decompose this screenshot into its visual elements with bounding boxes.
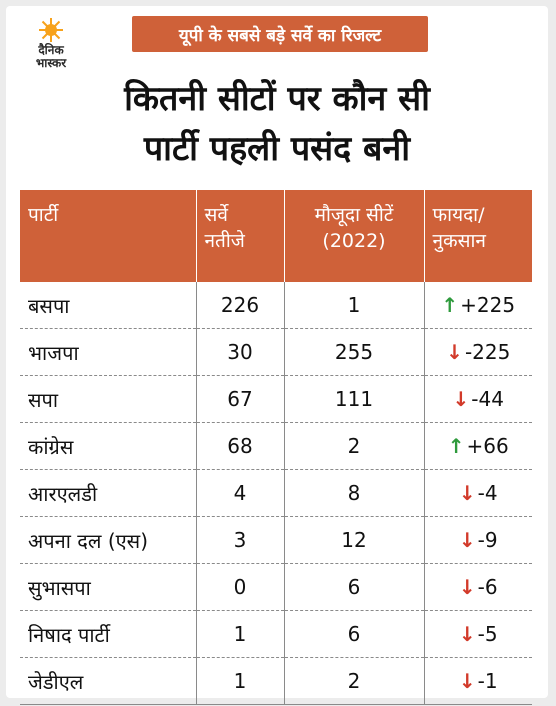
- dainik-bhaskar-logo: दैनिक भास्कर: [16, 18, 86, 80]
- table-row: आरएलडी 4 8 ↓ -4: [20, 469, 532, 517]
- change-value: +66: [466, 434, 509, 458]
- arrow-down-icon: ↓: [446, 340, 463, 364]
- survey-result: 3: [195, 516, 284, 564]
- seat-change: ↓ -4: [423, 469, 532, 517]
- table-header-row: पार्टी सर्वे नतीजे मौजूदा सीटें (2022) फ…: [20, 190, 532, 282]
- current-seats: 6: [283, 563, 424, 611]
- seat-change: ↓ -225: [423, 328, 532, 376]
- change-value: -4: [477, 481, 498, 505]
- change-value: -1: [477, 669, 498, 693]
- survey-result: 67: [195, 375, 284, 423]
- current-seats: 2: [283, 422, 424, 470]
- logo-line-2: भास्कर: [35, 56, 67, 70]
- current-seats: 1: [283, 282, 424, 329]
- sun-icon: [39, 18, 63, 42]
- table-row: अपना दल (एस) 3 12 ↓ -9: [20, 516, 532, 564]
- current-seats: 255: [283, 328, 424, 376]
- table-row: भाजपा 30 255 ↓ -225: [20, 328, 532, 376]
- seat-change: ↑ +225: [423, 282, 532, 329]
- header-survey: सर्वे नतीजे: [195, 190, 284, 282]
- seat-change: ↓ -6: [423, 563, 532, 611]
- arrow-down-icon: ↓: [458, 528, 476, 552]
- seat-change: ↓ -44: [423, 375, 532, 423]
- current-seats: 8: [283, 469, 424, 517]
- arrow-down-icon: ↓: [458, 622, 476, 646]
- current-seats: 111: [283, 375, 424, 423]
- seat-change: ↑ +66: [423, 422, 532, 470]
- headline-banner: यूपी के सबसे बड़े सर्वे का रिजल्ट: [132, 16, 428, 52]
- arrow-down-icon: ↓: [458, 669, 476, 693]
- arrow-down-icon: ↓: [458, 575, 476, 599]
- table-row: जेडीएल 1 2 ↓ -1: [20, 657, 532, 705]
- table-row: कांग्रेस 68 2 ↑ +66: [20, 422, 532, 470]
- party-name: जेडीएल: [20, 657, 196, 705]
- survey-result: 68: [195, 422, 284, 470]
- survey-result: 1: [195, 610, 284, 658]
- party-name: निषाद पार्टी: [20, 610, 196, 658]
- survey-result: 1: [195, 657, 284, 705]
- current-seats: 6: [283, 610, 424, 658]
- seat-change: ↓ -5: [423, 610, 532, 658]
- survey-result: 30: [195, 328, 284, 376]
- change-value: -225: [464, 340, 511, 364]
- change-value: -9: [477, 528, 498, 552]
- seat-change: ↓ -1: [423, 657, 532, 705]
- seat-change: ↓ -9: [423, 516, 532, 564]
- header-change: फायदा/ नुकसान: [423, 190, 532, 282]
- logo-line-1: दैनिक: [38, 43, 64, 57]
- survey-result: 4: [195, 469, 284, 517]
- change-value: -6: [477, 575, 498, 599]
- party-name: बसपा: [28, 293, 70, 318]
- title-line-2: पार्टी पहली पसंद बनी: [143, 129, 411, 169]
- infographic-card: दैनिक भास्कर यूपी के सबसे बड़े सर्वे का …: [6, 6, 548, 705]
- change-value: -44: [471, 387, 504, 411]
- party-name: भाजपा: [20, 328, 196, 376]
- party-name: कांग्रेस: [20, 422, 196, 470]
- header-current-seats: मौजूदा सीटें (2022): [283, 190, 424, 282]
- survey-result: 0: [195, 563, 284, 611]
- arrow-up-icon: ↑: [441, 293, 459, 317]
- table-row: सुभासपा 0 6 ↓ -6: [20, 563, 532, 611]
- arrow-up-icon: ↑: [447, 434, 465, 458]
- table-row: बसपा 226 1 ↑ +225: [20, 282, 532, 329]
- table-row: निषाद पार्टी 1 6 ↓ -5: [20, 610, 532, 658]
- survey-result: 226: [195, 282, 284, 329]
- results-table: पार्टी सर्वे नतीजे मौजूदा सीटें (2022) फ…: [20, 190, 532, 705]
- table-row: सपा 67 111 ↓ -44: [20, 375, 532, 423]
- arrow-down-icon: ↓: [452, 387, 470, 411]
- arrow-down-icon: ↓: [458, 481, 476, 505]
- change-value: -5: [477, 622, 498, 646]
- page-title: कितनी सीटों पर कौन सी पार्टी पहली पसंद ब…: [6, 74, 548, 174]
- current-seats: 2: [283, 657, 424, 705]
- party-name: सपा: [20, 375, 196, 423]
- party-name: आरएलडी: [20, 469, 196, 517]
- change-value: +225: [460, 293, 516, 317]
- current-seats: 12: [283, 516, 424, 564]
- title-line-1: कितनी सीटों पर कौन सी: [124, 79, 430, 119]
- party-name: अपना दल (एस): [20, 516, 196, 564]
- header-party: पार्टी: [20, 190, 196, 282]
- party-name: सुभासपा: [20, 563, 196, 611]
